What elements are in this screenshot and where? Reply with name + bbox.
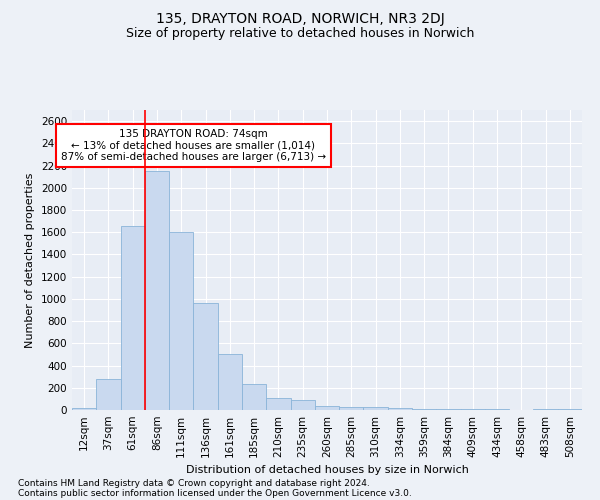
Bar xyxy=(290,400,315,410)
Text: Contains public sector information licensed under the Open Government Licence v3: Contains public sector information licen… xyxy=(18,488,412,498)
Bar xyxy=(193,304,218,410)
Bar xyxy=(315,406,339,410)
Bar xyxy=(388,408,412,410)
Bar xyxy=(218,354,242,410)
Bar xyxy=(169,232,193,410)
Y-axis label: Number of detached properties: Number of detached properties xyxy=(25,172,35,348)
Text: Contains HM Land Registry data © Crown copyright and database right 2024.: Contains HM Land Registry data © Crown c… xyxy=(18,478,370,488)
Bar xyxy=(96,379,121,410)
Text: 135 DRAYTON ROAD: 74sqm
← 13% of detached houses are smaller (1,014)
87% of semi: 135 DRAYTON ROAD: 74sqm ← 13% of detache… xyxy=(61,129,326,162)
Bar xyxy=(242,384,266,410)
Bar xyxy=(533,409,558,410)
Bar xyxy=(339,406,364,410)
Text: 135, DRAYTON ROAD, NORWICH, NR3 2DJ: 135, DRAYTON ROAD, NORWICH, NR3 2DJ xyxy=(155,12,445,26)
Text: Size of property relative to detached houses in Norwich: Size of property relative to detached ho… xyxy=(126,28,474,40)
Bar xyxy=(145,171,169,410)
Bar xyxy=(72,408,96,410)
X-axis label: Distribution of detached houses by size in Norwich: Distribution of detached houses by size … xyxy=(185,466,469,475)
Bar xyxy=(121,226,145,410)
Bar xyxy=(412,409,436,410)
Bar xyxy=(266,398,290,410)
Bar xyxy=(364,407,388,410)
Bar xyxy=(436,409,461,410)
